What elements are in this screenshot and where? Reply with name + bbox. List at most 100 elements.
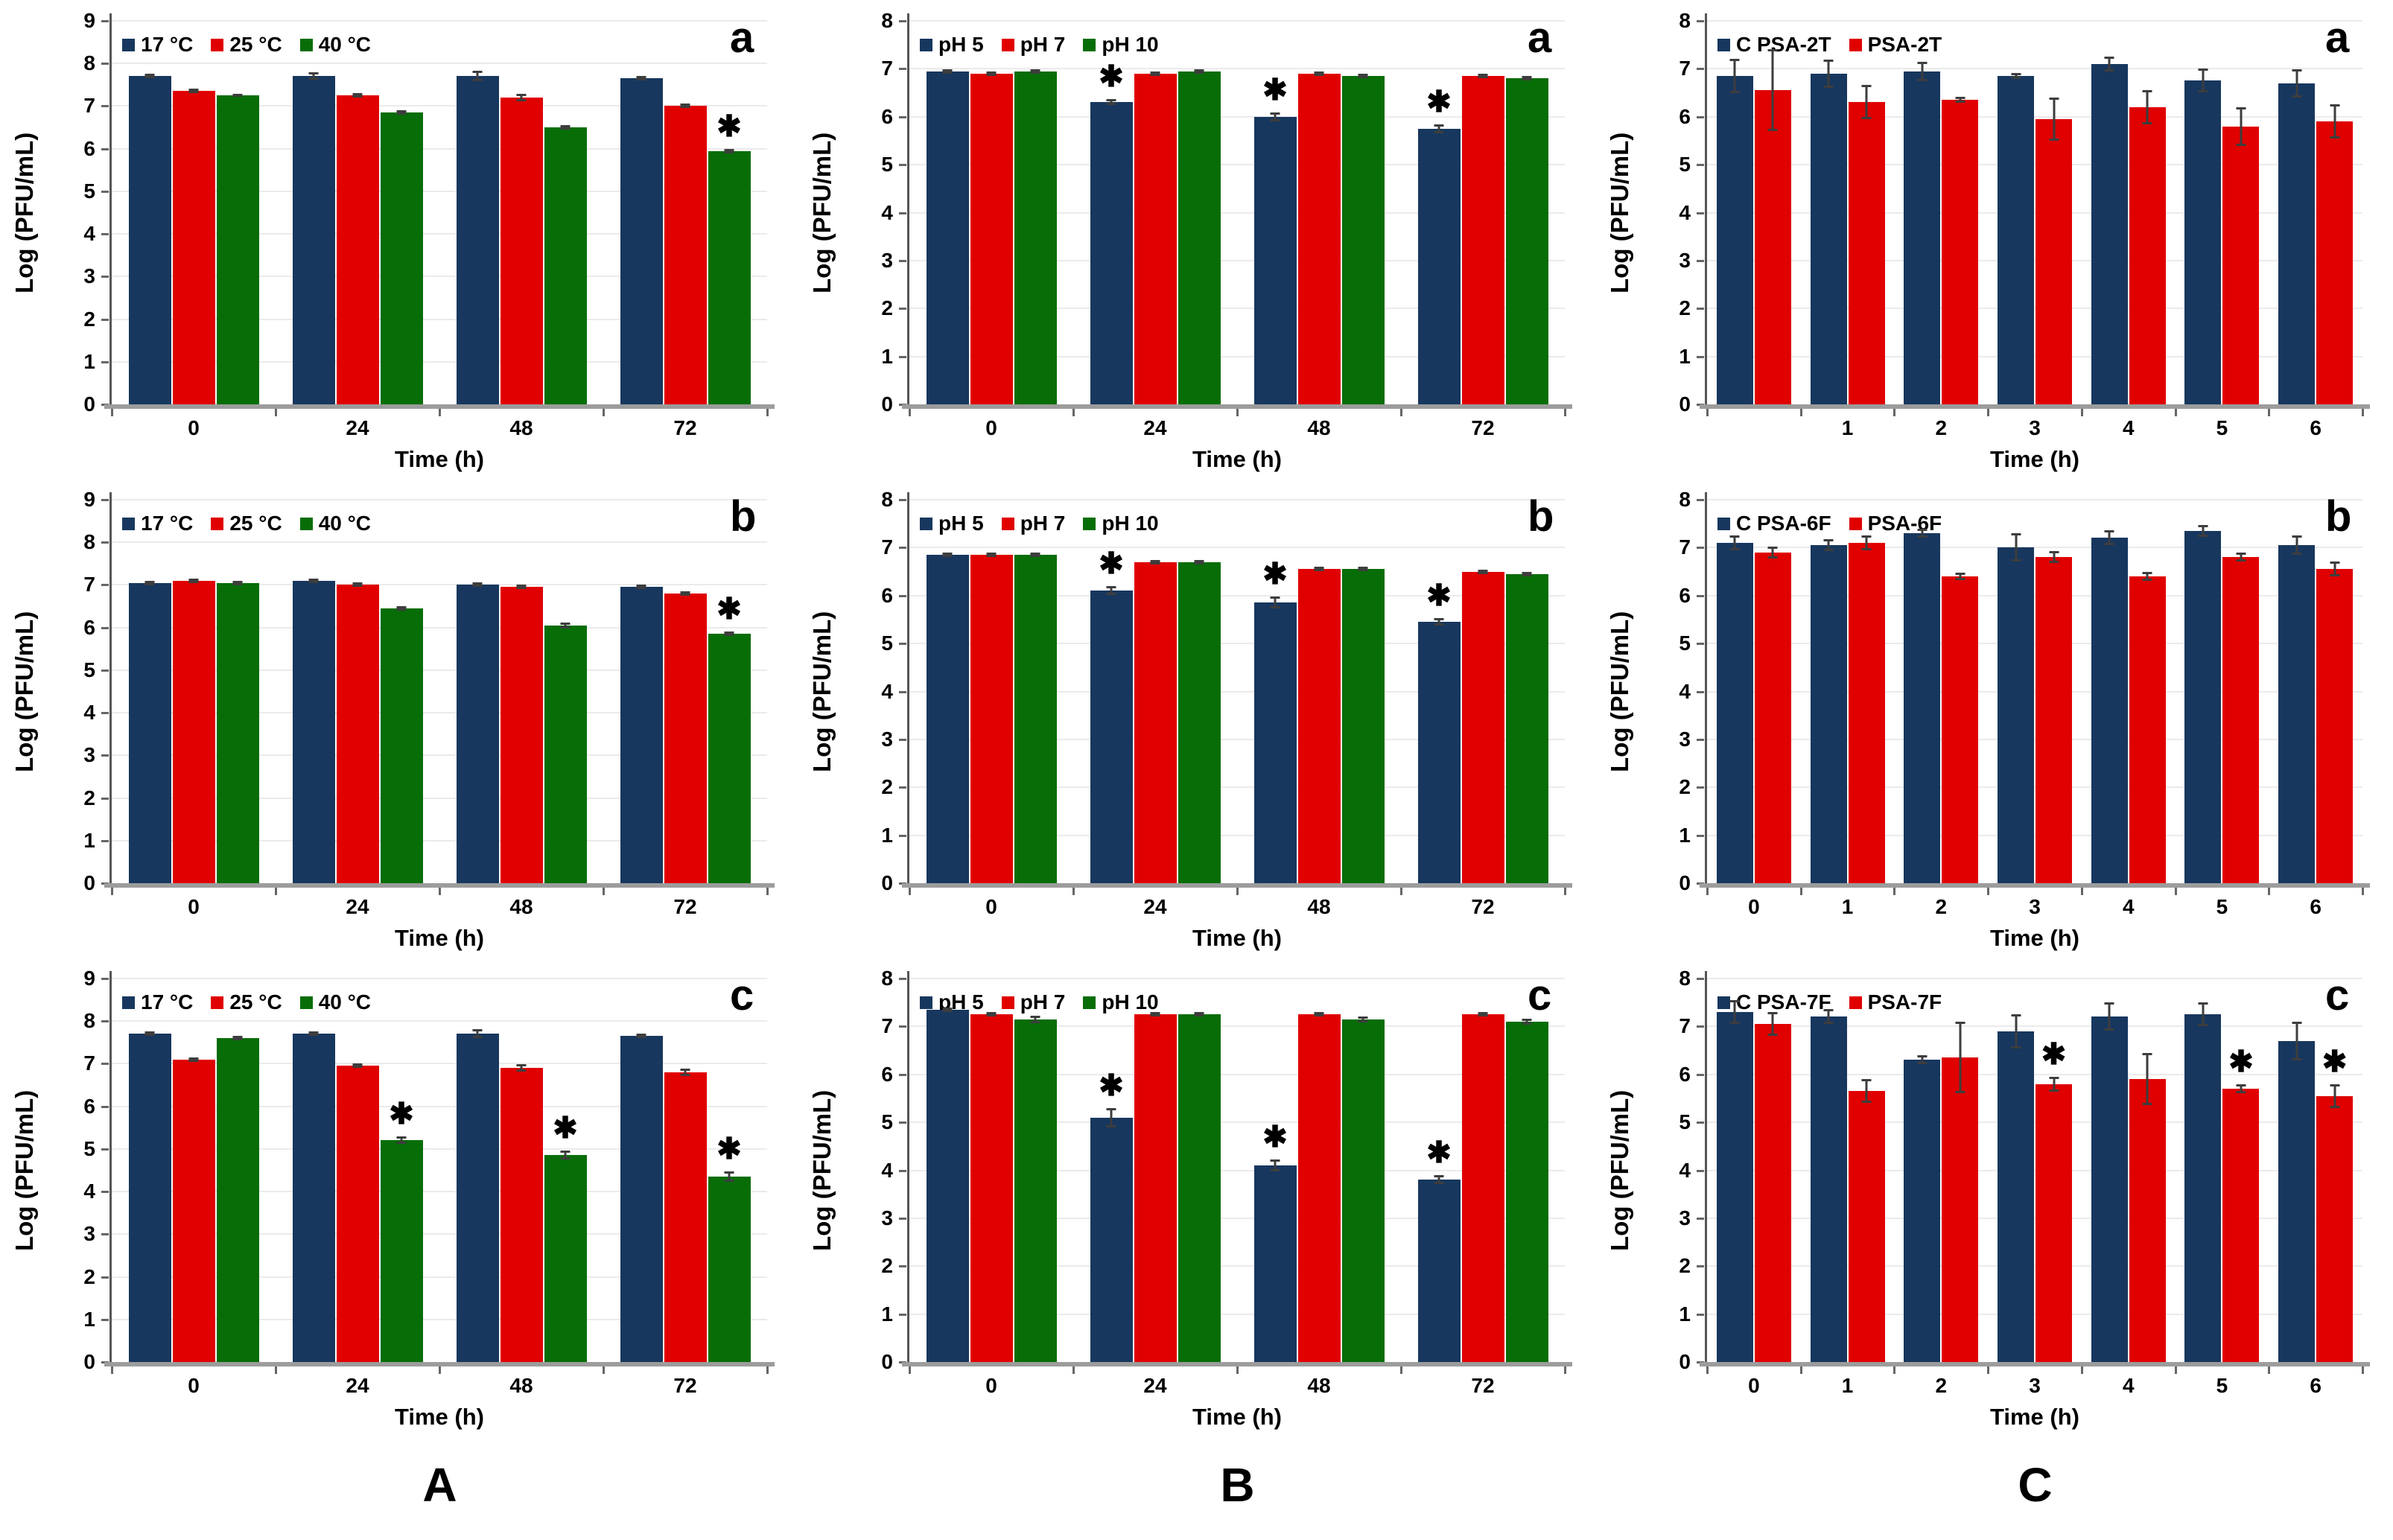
x-category-label: 6: [2310, 1374, 2322, 1397]
y-tick-label: 5: [1679, 631, 1691, 655]
error-bar-cap-bottom: [986, 74, 997, 76]
error-bar-cap-bottom: [188, 1060, 199, 1062]
panel-letter: c: [2325, 971, 2350, 1019]
gridline: [909, 499, 1565, 500]
chart-panel-ph-c: Log (PFU/mL) 0 1 2 3 4 5 6 7 8 pH 5 pH 7 pH 10 c ✱ ✱ ✱ 0 2…: [798, 958, 1595, 1436]
chart-panel-psa-b: Log (PFU/mL) 0 1 2 3 4 5 6 7 8 C PSA-6F PSA-6F b 0 1 2 3…: [1595, 479, 2393, 958]
y-tick-mark: [1697, 115, 1704, 118]
y-tick-mark: [101, 1276, 109, 1279]
bar: [216, 1036, 259, 1362]
error-bar-cap-top: [188, 89, 199, 91]
error-bar-cap-bottom: [1194, 1014, 1204, 1016]
error-bar-cap-top: [308, 579, 319, 581]
error-bar-cap-top: [560, 623, 571, 625]
legend-item: pH 5: [920, 512, 984, 535]
error-bar-cap-top: [516, 585, 527, 587]
y-tick-label: 2: [83, 786, 95, 809]
legend-label: 17 °C: [141, 512, 194, 535]
error-bar-cap-top: [2330, 104, 2340, 106]
gridline: [112, 1148, 767, 1150]
y-tick-label: 3: [83, 1222, 95, 1246]
error-bar-cap-bottom: [1270, 606, 1280, 608]
legend-item: PSA-2T: [1849, 33, 1942, 57]
legend-item: 40 °C: [299, 990, 371, 1014]
y-tick-mark: [899, 211, 906, 214]
gridline: [1707, 786, 2362, 789]
legend-label: pH 5: [938, 33, 984, 56]
x-tick-mark: [1706, 1366, 1709, 1374]
error-bar-cap-bottom: [144, 1034, 155, 1036]
x-tick-mark: [439, 409, 441, 416]
error-bar-cap-bottom: [1823, 549, 1834, 551]
y-tick-mark: [101, 1318, 109, 1321]
bar: ✱: [1090, 1071, 1133, 1362]
error-bar: [2053, 98, 2056, 141]
error-bar-cap-bottom: [308, 581, 319, 583]
error-bar-cap-top: [724, 149, 734, 151]
legend-item: pH 7: [1001, 990, 1065, 1014]
bar: [2184, 1002, 2222, 1362]
error-bar-cap-bottom: [232, 95, 243, 97]
legend-swatch: [299, 517, 313, 530]
y-tick-mark: [899, 594, 906, 597]
x-category-label: 2: [1935, 895, 1948, 918]
panel-letter: a: [1528, 13, 1552, 62]
x-axis-title: Time (h): [395, 925, 484, 951]
legend-label: pH 7: [1020, 33, 1066, 56]
error-bar-cap-bottom: [724, 634, 734, 636]
error-bar-cap-top: [396, 1136, 407, 1139]
y-tick-mark: [1697, 594, 1704, 597]
significance-asterisk: ✱: [1262, 558, 1288, 591]
error-bar: [400, 1136, 403, 1144]
y-tick-mark: [101, 1020, 109, 1023]
y-tick-label: 1: [1679, 823, 1691, 847]
gridline: [909, 1313, 1565, 1315]
error-bar-cap-top: [1358, 1016, 1368, 1019]
y-tick-label: 1: [1679, 344, 1691, 368]
x-tick-mark: [2268, 888, 2271, 895]
y-tick-mark: [101, 669, 109, 672]
bar: [500, 1064, 543, 1362]
error-bar-cap-top: [1917, 1055, 1928, 1057]
legend-label: pH 7: [1020, 512, 1066, 535]
error-bar-cap-bottom: [724, 1180, 734, 1182]
x-category-label: 72: [1471, 1374, 1495, 1397]
error-bar-cap-top: [188, 1057, 199, 1060]
y-tick-mark: [899, 499, 906, 501]
x-tick-mark: [1564, 1366, 1566, 1374]
y-tick-mark: [899, 1025, 906, 1028]
bar: [1341, 1016, 1385, 1362]
error-bar-cap-bottom: [1106, 103, 1116, 105]
error-bar-cap-bottom: [1955, 101, 1965, 103]
gridline: [112, 1063, 767, 1065]
error-bar-cap-bottom: [516, 1069, 527, 1072]
bar: [2036, 98, 2073, 404]
y-tick-label: 0: [1679, 1350, 1691, 1373]
error-bar: [520, 1064, 523, 1072]
y-tick-mark: [101, 978, 109, 980]
bar-group: [1707, 500, 1801, 883]
error-bar-cap-bottom: [308, 1034, 319, 1036]
x-tick-mark: [1564, 888, 1566, 895]
bar: [128, 74, 171, 404]
x-tick-mark: [909, 409, 911, 416]
error-bar-cap-top: [232, 581, 243, 583]
gridline: [909, 690, 1565, 693]
y-tick-mark: [101, 20, 109, 22]
y-tick-label: 8: [83, 1009, 95, 1033]
bar-group: [1801, 500, 1895, 883]
gridline: [1707, 308, 2362, 310]
legend-label: pH 10: [1102, 512, 1159, 535]
x-axis-title: Time (h): [1192, 1404, 1282, 1430]
bar: [292, 579, 335, 883]
error-bar-cap-bottom: [1358, 76, 1368, 78]
error-bar-cap-top: [2104, 1002, 2114, 1005]
error-bar: [2015, 1014, 2018, 1049]
legend-swatch: [1001, 996, 1014, 1009]
error-bar: [1959, 1022, 1962, 1093]
x-category-label: 48: [509, 895, 533, 918]
y-tick-label: 8: [881, 488, 893, 511]
y-tick-mark: [101, 1233, 109, 1236]
bar: [2129, 1053, 2166, 1362]
y-tick-label: 5: [83, 179, 95, 203]
